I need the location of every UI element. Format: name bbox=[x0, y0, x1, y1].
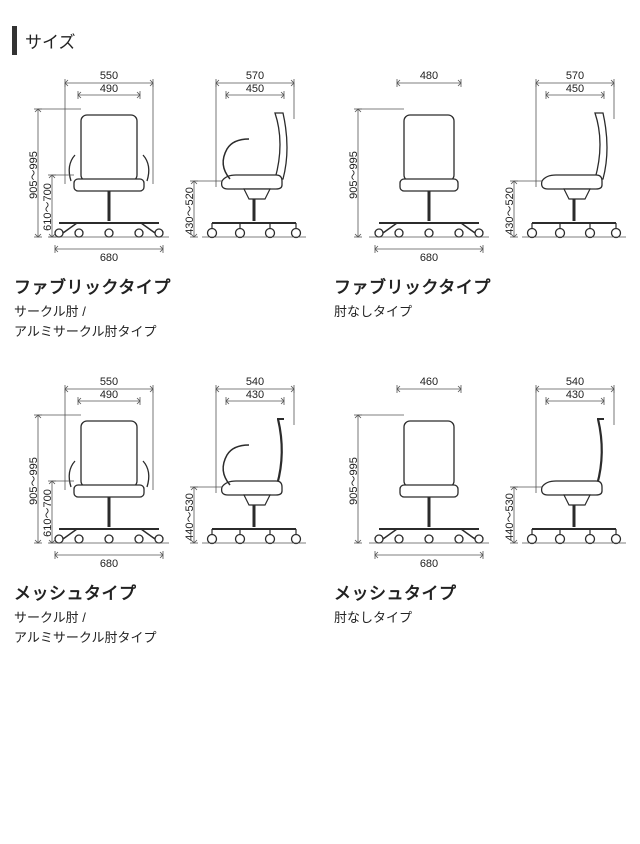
chair-diagram: 460 680 905～995 540430 440～530 bbox=[334, 371, 634, 571]
variant-name: ファブリックタイプ bbox=[334, 273, 634, 298]
chair-diagram-grid: 550490680905～995610～700570450430～520ファブリ… bbox=[0, 65, 640, 667]
variant-sub: 肘なしタイプ bbox=[334, 608, 634, 628]
svg-text:905～995: 905～995 bbox=[28, 151, 40, 199]
svg-text:450: 450 bbox=[246, 83, 264, 95]
variant-name: ファブリックタイプ bbox=[14, 273, 314, 298]
svg-text:610～700: 610～700 bbox=[42, 489, 54, 537]
svg-text:680: 680 bbox=[100, 252, 118, 264]
svg-text:570: 570 bbox=[566, 70, 584, 82]
chair-diagram: 550490 680 905～995610～700 570450 430～520 bbox=[14, 65, 314, 265]
svg-text:430: 430 bbox=[566, 389, 584, 401]
svg-text:610～700: 610～700 bbox=[42, 183, 54, 231]
svg-text:440～530: 440～530 bbox=[184, 493, 196, 541]
svg-text:430～520: 430～520 bbox=[184, 187, 196, 235]
section-title: サイズ bbox=[12, 26, 640, 55]
variant-name: メッシュタイプ bbox=[14, 579, 314, 604]
chair-spec-cell: 550490 680 905～995610～700 570450 430～520 ファブリ… bbox=[14, 65, 314, 341]
chair-spec-cell: 480 680 905～995 570450 430～520 ファブリックタイプ肘なしタイ… bbox=[334, 65, 634, 341]
svg-text:680: 680 bbox=[420, 252, 438, 264]
svg-text:550: 550 bbox=[100, 70, 118, 82]
svg-text:430: 430 bbox=[246, 389, 264, 401]
chair-spec-cell: 550490 680 905～995610～700 540430 440～530 メッシュ… bbox=[14, 371, 314, 647]
svg-text:905～995: 905～995 bbox=[348, 457, 360, 505]
svg-text:490: 490 bbox=[100, 83, 118, 95]
chair-spec-cell: 460 680 905～995 540430 440～530 メッシュタイプ肘なしタイプ bbox=[334, 371, 634, 647]
svg-text:480: 480 bbox=[420, 70, 438, 82]
svg-text:490: 490 bbox=[100, 389, 118, 401]
chair-diagram: 550490 680 905～995610～700 540430 440～530 bbox=[14, 371, 314, 571]
svg-text:450: 450 bbox=[566, 83, 584, 95]
variant-sub: サークル肘 / アルミサークル肘タイプ bbox=[14, 302, 314, 341]
svg-text:540: 540 bbox=[246, 376, 264, 388]
svg-text:460: 460 bbox=[420, 376, 438, 388]
variant-sub: サークル肘 / アルミサークル肘タイプ bbox=[14, 608, 314, 647]
svg-text:430～520: 430～520 bbox=[504, 187, 516, 235]
svg-text:550: 550 bbox=[100, 376, 118, 388]
svg-text:680: 680 bbox=[100, 558, 118, 570]
svg-text:540: 540 bbox=[566, 376, 584, 388]
chair-diagram: 480 680 905～995 570450 430～520 bbox=[334, 65, 634, 265]
variant-sub: 肘なしタイプ bbox=[334, 302, 634, 322]
svg-text:905～995: 905～995 bbox=[28, 457, 40, 505]
svg-text:440～530: 440～530 bbox=[504, 493, 516, 541]
svg-text:570: 570 bbox=[246, 70, 264, 82]
svg-text:905～995: 905～995 bbox=[348, 151, 360, 199]
variant-name: メッシュタイプ bbox=[334, 579, 634, 604]
svg-text:680: 680 bbox=[420, 558, 438, 570]
